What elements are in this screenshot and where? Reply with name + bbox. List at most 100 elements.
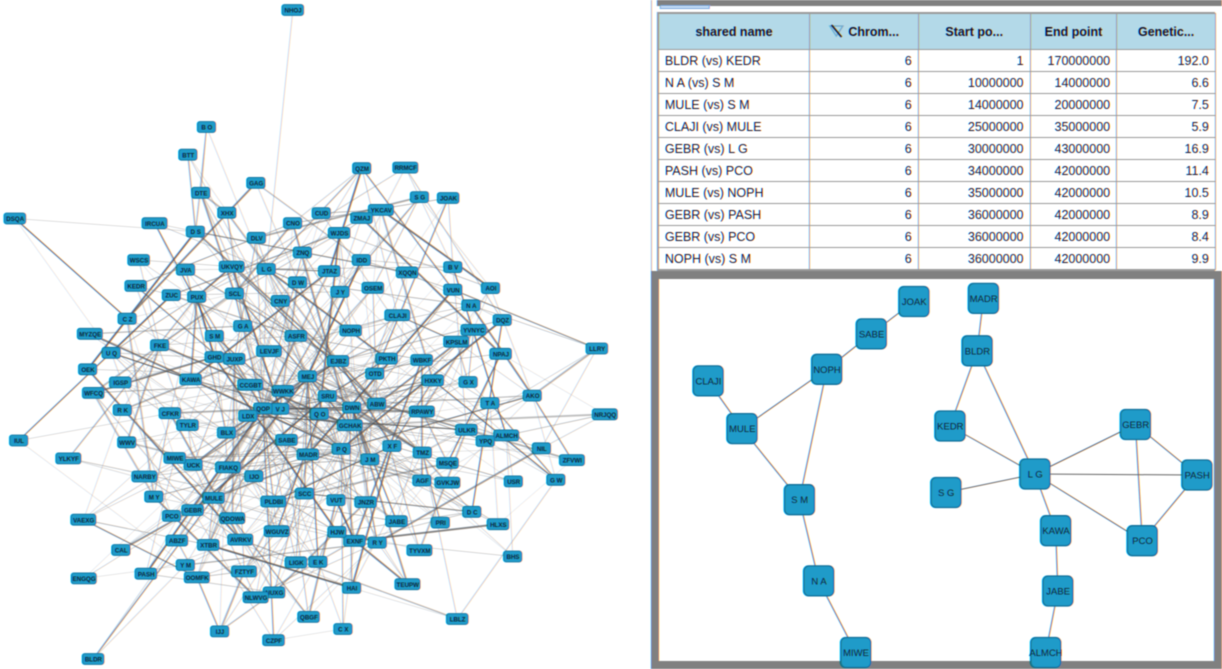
svg-text:CNO: CNO (286, 221, 300, 228)
svg-text:OTD: OTD (368, 371, 382, 378)
svg-text:Q O: Q O (314, 412, 326, 419)
svg-text:AGF: AGF (416, 478, 429, 485)
svg-text:OSEM: OSEM (364, 285, 382, 292)
svg-text:S M: S M (209, 334, 220, 341)
svg-text:Y M: Y M (180, 563, 191, 570)
svg-text:KEDR: KEDR (127, 284, 145, 291)
svg-text:VAEXG: VAEXG (73, 517, 94, 524)
svg-text:S G: S G (938, 488, 954, 499)
svg-text:ALMCH: ALMCH (1029, 648, 1062, 659)
svg-text:JUXP: JUXP (226, 357, 242, 364)
svg-text:KPSLM: KPSLM (446, 339, 468, 346)
svg-text:V J: V J (275, 406, 285, 413)
svg-text:X F: X F (387, 444, 397, 451)
svg-text:ULKR: ULKR (458, 427, 476, 434)
svg-text:R Y: R Y (372, 540, 383, 547)
svg-text:GCHAK: GCHAK (339, 423, 362, 430)
svg-text:WWKK: WWKK (273, 389, 294, 396)
svg-text:SABE: SABE (859, 329, 884, 340)
svg-text:N A: N A (811, 576, 827, 587)
svg-text:RRMCF: RRMCF (394, 165, 417, 172)
svg-text:ABW: ABW (370, 401, 385, 408)
svg-text:GEBR: GEBR (184, 508, 202, 515)
svg-text:BTT: BTT (182, 152, 194, 159)
svg-text:HXKY: HXKY (424, 378, 442, 385)
svg-text:G X: G X (463, 380, 475, 387)
svg-text:HJW: HJW (330, 530, 344, 537)
svg-text:LEVJF: LEVJF (260, 349, 279, 356)
svg-text:MULE: MULE (729, 424, 755, 435)
svg-text:OEK: OEK (81, 367, 95, 374)
svg-text:R K: R K (117, 408, 128, 415)
svg-text:UKVQY: UKVQY (221, 264, 244, 271)
svg-text:WJDS: WJDS (330, 231, 348, 238)
svg-text:NLWVG: NLWVG (244, 595, 267, 602)
svg-text:PLDBI: PLDBI (264, 499, 283, 506)
svg-text:B V: B V (448, 265, 459, 272)
svg-text:ENGQG: ENGQG (72, 576, 95, 583)
svg-text:NRJQQ: NRJQQ (594, 412, 616, 419)
svg-text:PKTH: PKTH (378, 356, 395, 363)
svg-text:IDD: IDD (356, 258, 367, 265)
svg-text:PUX: PUX (191, 294, 205, 301)
svg-text:QOP: QOP (256, 406, 270, 413)
svg-text:S M: S M (791, 495, 808, 506)
svg-text:G W: G W (550, 477, 563, 484)
svg-text:ZMAJ: ZMAJ (353, 216, 370, 223)
svg-text:BHS: BHS (506, 554, 519, 561)
svg-text:JOAK: JOAK (902, 297, 927, 308)
svg-text:VUN: VUN (446, 287, 460, 294)
svg-text:HAI: HAI (346, 586, 357, 593)
svg-text:XTBR: XTBR (200, 543, 217, 550)
svg-text:N A: N A (466, 303, 477, 310)
svg-text:GEBR: GEBR (1122, 420, 1149, 431)
svg-text:DSQA: DSQA (6, 216, 24, 223)
svg-text:TMZ: TMZ (416, 450, 429, 457)
svg-text:EXNF: EXNF (346, 538, 363, 545)
svg-text:QDOWA: QDOWA (220, 516, 245, 523)
svg-text:RPAWY: RPAWY (411, 409, 434, 416)
svg-text:C X: C X (338, 627, 349, 634)
svg-text:GHD: GHD (207, 355, 221, 362)
svg-text:IRCUA: IRCUA (145, 221, 165, 228)
svg-text:D S: D S (190, 229, 200, 236)
svg-text:YVNYC: YVNYC (463, 328, 485, 335)
svg-text:FKE: FKE (154, 343, 166, 350)
svg-text:WGUVZ: WGUVZ (265, 529, 288, 536)
svg-text:BLDR: BLDR (965, 346, 990, 357)
svg-text:PCO: PCO (165, 514, 179, 521)
svg-text:IGSP: IGSP (113, 380, 128, 387)
svg-text:MEJ: MEJ (301, 374, 314, 381)
svg-text:DLV: DLV (251, 235, 264, 242)
svg-text:FZTYF: FZTYF (235, 569, 254, 576)
svg-text:PRI: PRI (435, 520, 446, 527)
svg-text:NOPH: NOPH (813, 365, 841, 376)
svg-text:NPAJ: NPAJ (493, 351, 510, 358)
svg-text:CLAJI: CLAJI (695, 376, 721, 387)
svg-text:IJO: IJO (249, 474, 259, 481)
svg-text:L G: L G (1028, 470, 1043, 481)
svg-text:IJJ: IJJ (215, 629, 224, 636)
svg-text:B O: B O (201, 125, 212, 132)
svg-text:WWV: WWV (119, 440, 136, 447)
svg-text:ASFR: ASFR (288, 334, 305, 341)
svg-text:DTE: DTE (195, 190, 207, 197)
svg-text:MIWE: MIWE (166, 456, 183, 463)
svg-text:GAG: GAG (249, 181, 263, 188)
svg-text:KEDR: KEDR (937, 422, 964, 433)
svg-text:NOPH: NOPH (342, 328, 360, 335)
svg-text:JABE: JABE (388, 519, 405, 526)
svg-text:LIGK: LIGK (289, 560, 304, 567)
svg-text:BLX: BLX (221, 430, 234, 437)
svg-text:MADR: MADR (299, 452, 318, 459)
svg-text:MIWE: MIWE (843, 648, 869, 659)
svg-text:T A: T A (485, 401, 495, 408)
svg-text:JABE: JABE (1046, 587, 1070, 598)
svg-text:J Y: J Y (336, 289, 346, 296)
svg-text:CAL: CAL (115, 548, 128, 555)
svg-text:LLRY: LLRY (589, 346, 606, 353)
svg-text:IUL: IUL (14, 438, 24, 445)
svg-text:LBLZ: LBLZ (449, 617, 465, 624)
svg-text:HLXS: HLXS (490, 522, 507, 529)
svg-text:SCL: SCL (229, 291, 242, 298)
